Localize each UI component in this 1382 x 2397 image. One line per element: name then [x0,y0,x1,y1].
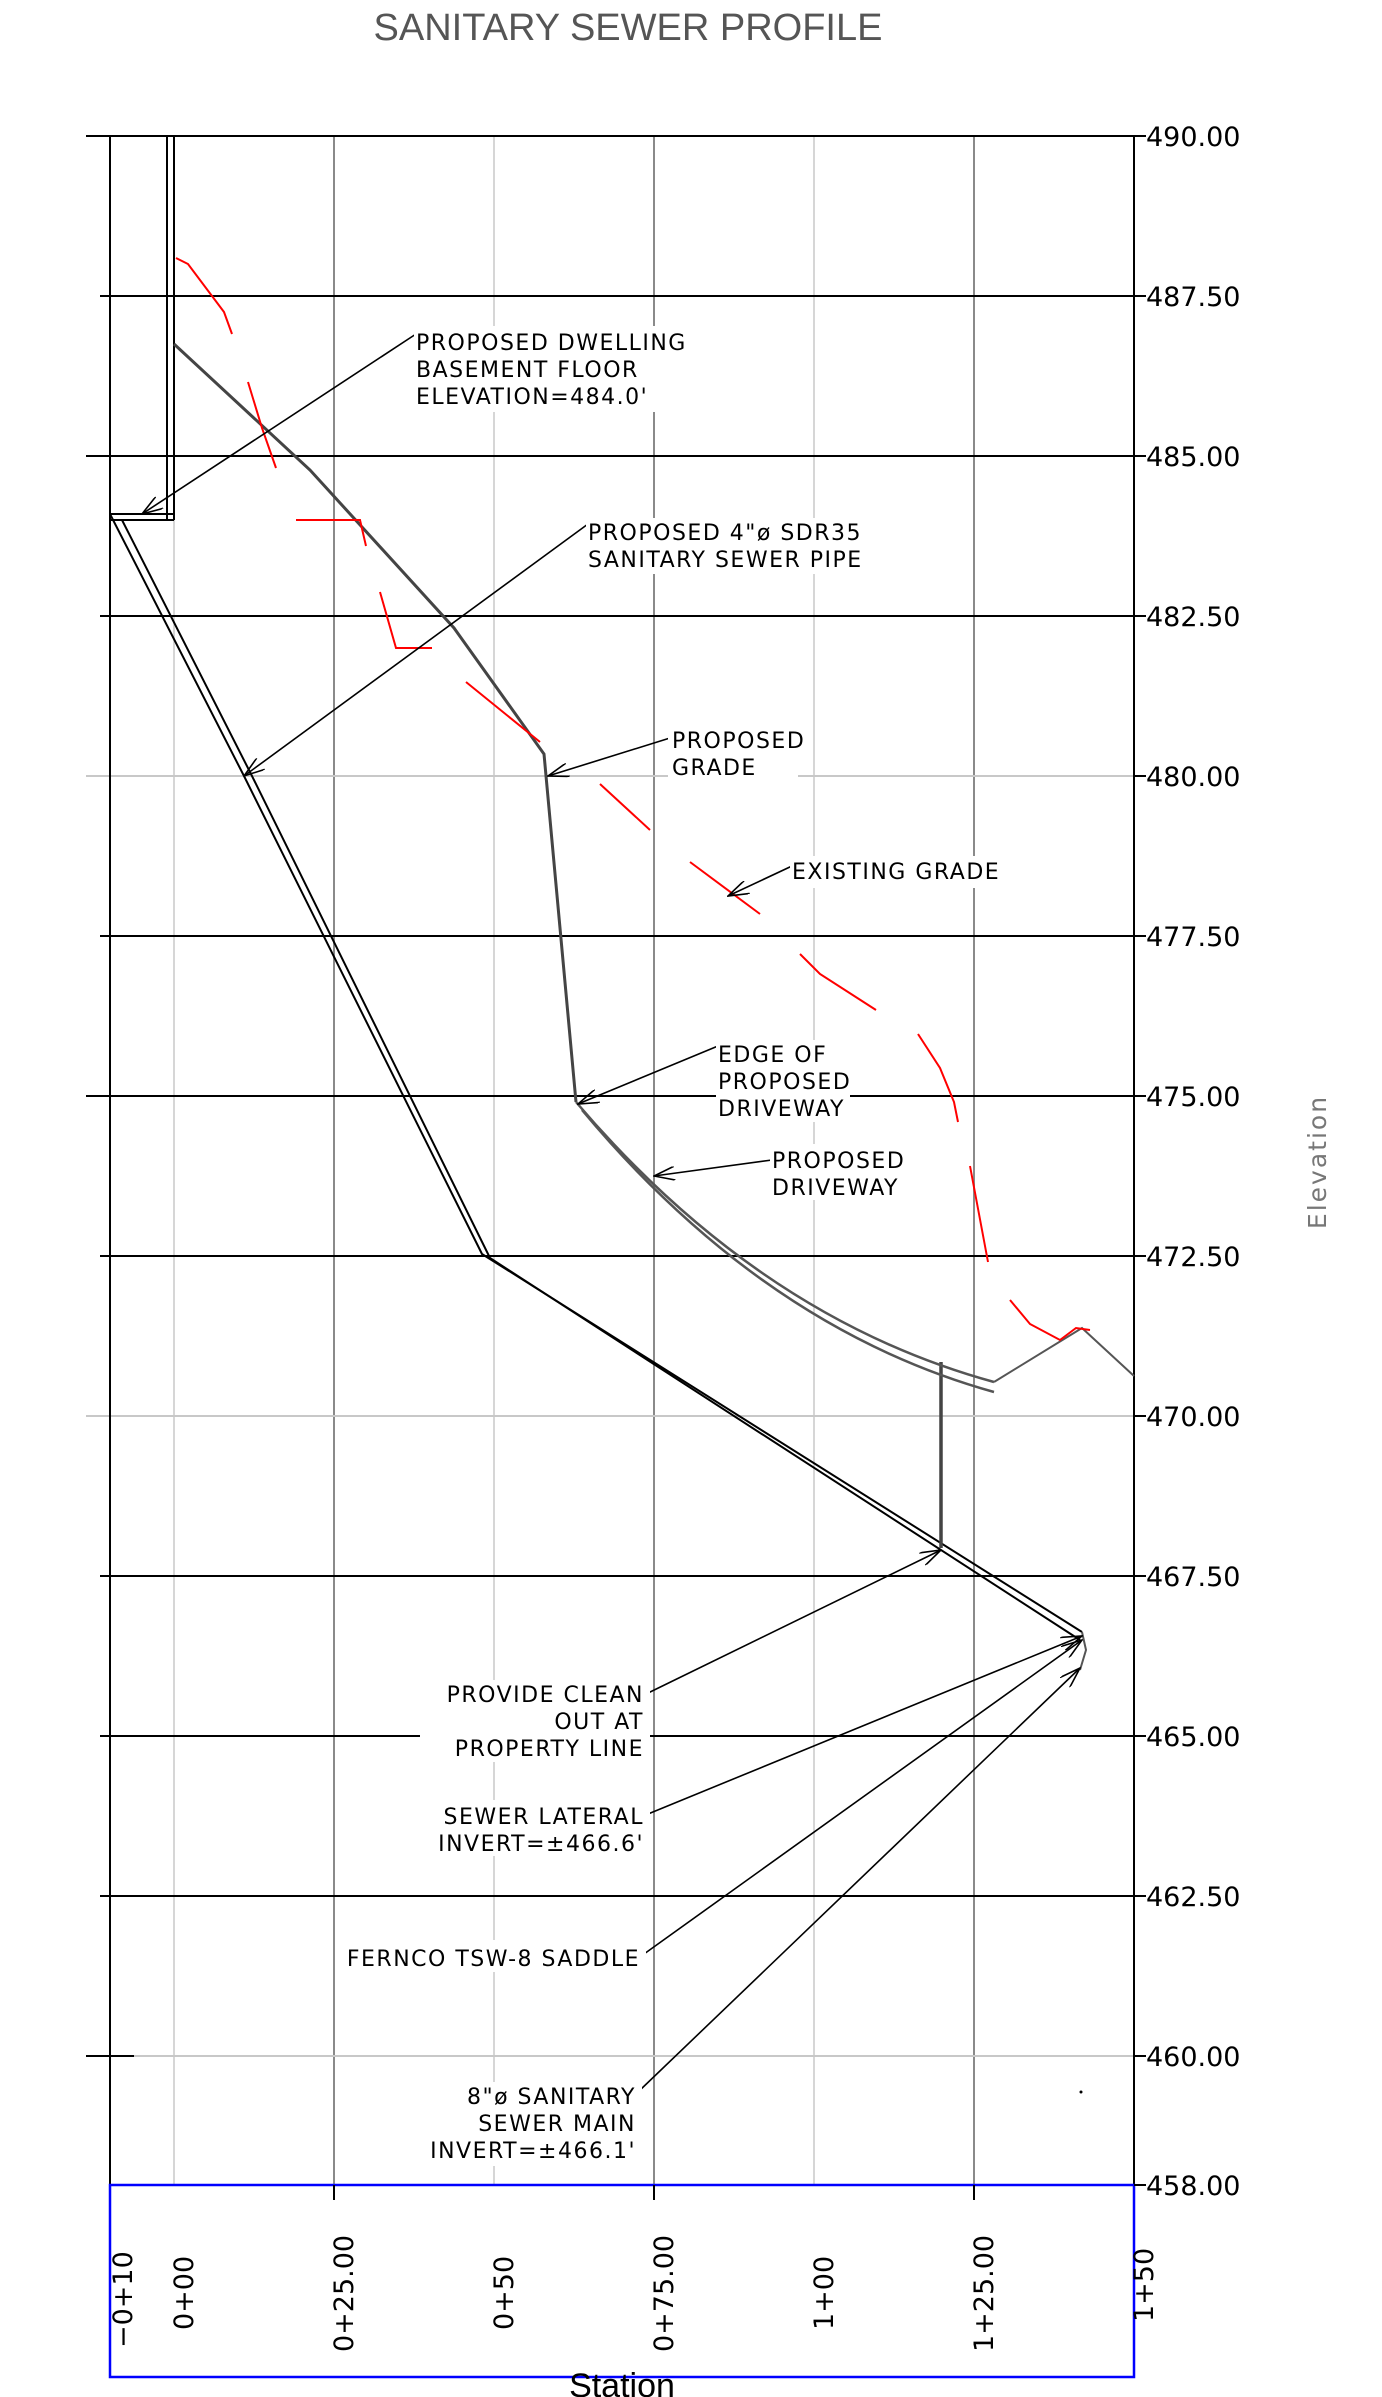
elevation-label-470: 470.00 [1146,1402,1240,1433]
elevation-label-460: 460.00 [1146,2042,1240,2073]
callout-sewer-main-line2: SEWER MAIN [478,2112,636,2137]
station-label-0+75: 0+75.00 [649,2235,680,2352]
callout-sewer-pipe-line1: PROPOSED 4"ø SDR35 [588,521,862,546]
callout-clean-out-line2: OUT AT [554,1710,644,1735]
elevation-label-462.5: 462.50 [1146,1882,1240,1913]
leader-proposed-grade [548,737,671,776]
proposed-driveway [575,1101,995,1394]
elevation-label-458: 458.00 [1146,2171,1240,2202]
elevation-label-467.5: 467.50 [1146,1562,1240,1593]
leader-existing-grade [728,865,793,896]
station-frame [108,2183,1136,2379]
station-label-1+00: 1+00 [809,2256,840,2330]
elevation-label-475: 475.00 [1146,1082,1240,1113]
callout-backgrounds [336,326,990,2166]
callout-driveway-edge-line1: EDGE OF [718,1043,827,1068]
callout-proposed-grade-line2: GRADE [672,756,757,781]
elevation-label-480: 480.00 [1146,762,1240,793]
grid-minor-vertical [173,136,815,2185]
existing-grade-line [175,257,1091,1342]
elevation-label-490: 490.00 [1146,122,1240,153]
leader-saddle [643,1640,1082,1955]
callout-existing-grade: EXISTING GRADE [792,860,1000,885]
callout-basement-line1: PROPOSED DWELLING [416,331,687,356]
callout-saddle: FERNCO TSW-8 SADDLE [347,1947,640,1972]
callout-driveway-edge-line2: PROPOSED [718,1070,851,1095]
leader-basement [142,333,417,514]
leader-clean-out [645,1550,941,1695]
elevation-label-477.5: 477.50 [1146,922,1240,953]
callout-leaders [142,333,1082,2093]
leader-sewer-main [637,1668,1080,2093]
elevation-label-482.5: 482.50 [1146,602,1240,633]
callout-sewer-main-line3: INVERT=±466.1' [430,2139,636,2164]
elevation-label-472.5: 472.50 [1146,1242,1240,1273]
leader-sewer-pipe [244,523,589,776]
callout-basement-line3: ELEVATION=484.0' [416,385,648,410]
y-axis-label: Elevation [1303,1095,1332,1229]
station-label-0+50: 0+50 [489,2256,520,2330]
leader-lateral-invert [647,1636,1082,1815]
callout-clean-out-line1: PROVIDE CLEAN [447,1683,644,1708]
elevation-labels: 490.00 487.50 485.00 482.50 480.00 477.5… [1134,122,1240,2202]
proposed-grade-line [172,342,578,1103]
dwelling-structure [110,136,175,521]
callout-basement-line2: BASEMENT FLOOR [416,358,639,383]
leader-driveway-edge [578,1045,719,1104]
station-labels: −0+10 0+00 0+25.00 0+50 0+75.00 1+00 1+2… [108,2185,1160,2352]
callout-clean-out-line3: PROPERTY LINE [455,1737,644,1762]
station-label-0+25: 0+25.00 [329,2235,360,2352]
callout-sewer-pipe-line2: SANITARY SEWER PIPE [588,548,863,573]
callout-labels: PROPOSED DWELLING BASEMENT FLOOR ELEVATI… [347,331,1000,2164]
stray-dot [1079,2090,1083,2094]
station-label-1+25: 1+25.00 [969,2235,1000,2352]
callout-lateral-invert-line2: INVERT=±466.6' [438,1832,644,1857]
sewer-main-fitting [1079,1631,1088,1671]
elevation-label-465: 465.00 [1146,1722,1240,1753]
station-label-0+00: 0+00 [169,2256,200,2330]
callout-sewer-main-line1: 8"ø SANITARY [467,2085,636,2110]
station-label-1+50: 1+50 [1129,2248,1160,2322]
callout-proposed-grade-line1: PROPOSED [672,729,805,754]
elevation-label-485: 485.00 [1146,442,1240,473]
callout-driveway-line2: DRIVEWAY [772,1176,899,1201]
elevation-label-487.5: 487.50 [1146,282,1240,313]
x-axis-label: Station [569,2367,675,2397]
station-label-minus-0+10: −0+10 [108,2251,139,2348]
sewer-pipe [109,513,1083,1641]
drawing-title: SANITARY SEWER PROFILE [374,7,883,49]
callout-driveway-line1: PROPOSED [772,1149,905,1174]
callout-driveway-edge-line3: DRIVEWAY [718,1097,845,1122]
leader-driveway [654,1159,773,1176]
grid-major-vertical [333,136,975,2185]
callout-lateral-invert-line1: SEWER LATERAL [444,1805,644,1830]
